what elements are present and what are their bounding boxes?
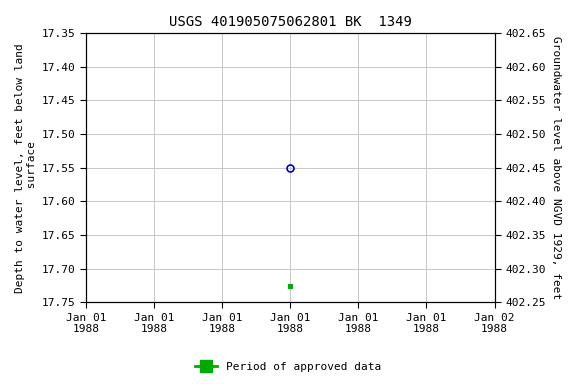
Y-axis label: Groundwater level above NGVD 1929, feet: Groundwater level above NGVD 1929, feet — [551, 36, 561, 299]
Y-axis label: Depth to water level, feet below land
 surface: Depth to water level, feet below land su… — [15, 43, 37, 293]
Legend: Period of approved data: Period of approved data — [191, 358, 385, 377]
Title: USGS 401905075062801 BK  1349: USGS 401905075062801 BK 1349 — [169, 15, 412, 29]
